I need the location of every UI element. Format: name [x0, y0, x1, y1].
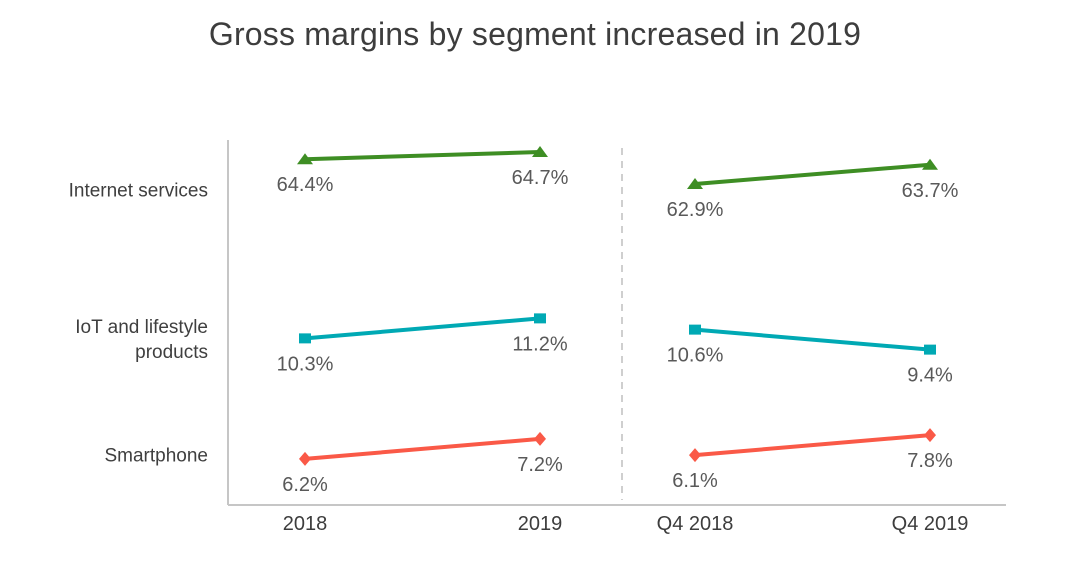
diamond-marker [689, 448, 701, 463]
series-line [694, 327, 931, 352]
segment-label: IoT and lifestyle products [75, 316, 208, 363]
triangle-marker [687, 177, 703, 189]
diamond-marker [299, 451, 311, 466]
chart-title: Gross margins by segment increased in 20… [208, 16, 862, 52]
value-label: 11.2% [512, 333, 567, 355]
series-line [694, 162, 931, 186]
value-label: 10.3% [277, 353, 334, 375]
value-label: 62.9% [667, 199, 724, 221]
x-axis-label: Q4 2019 [891, 513, 969, 535]
square-marker [534, 313, 546, 324]
value-label: 64.7% [512, 167, 569, 189]
square-marker [924, 344, 936, 355]
x-axis-label: Q4 2018 [656, 513, 734, 535]
diamond-marker [534, 431, 546, 446]
triangle-marker [297, 153, 313, 165]
value-label: 6.1% [672, 470, 718, 492]
triangle-marker [532, 146, 548, 158]
series-line [304, 436, 541, 461]
value-label: 7.8% [907, 450, 953, 472]
square-marker [299, 333, 311, 344]
segment-label: Smartphone [104, 445, 208, 467]
square-marker [689, 324, 701, 335]
value-label: 64.4% [277, 174, 334, 196]
series-line [694, 433, 931, 458]
x-axis-label: 2019 [517, 513, 563, 535]
series-line [304, 150, 541, 162]
triangle-marker [922, 158, 938, 170]
value-label: 6.2% [282, 474, 328, 496]
value-label: 9.4% [907, 365, 953, 387]
segment-label: Internet services [68, 180, 208, 202]
series-line [304, 316, 541, 341]
x-axis-label: 2018 [282, 513, 328, 535]
value-label: 7.2% [517, 454, 563, 476]
value-label: 63.7% [902, 180, 959, 202]
value-label: 10.6% [667, 345, 724, 367]
diamond-marker [924, 428, 936, 443]
